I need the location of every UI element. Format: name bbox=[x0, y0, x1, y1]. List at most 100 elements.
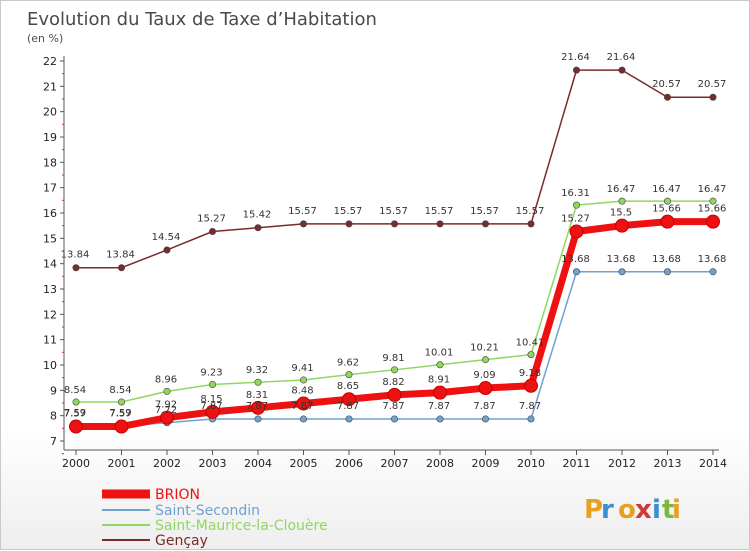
logo-letter: i bbox=[672, 495, 681, 525]
data-point bbox=[618, 268, 626, 276]
x-tick-label: 2014 bbox=[699, 457, 727, 470]
data-label: 10.21 bbox=[470, 343, 499, 354]
data-label: 9.62 bbox=[337, 358, 359, 369]
y-tick-label: 17 bbox=[43, 182, 57, 195]
data-point bbox=[69, 419, 83, 434]
data-point bbox=[663, 93, 671, 101]
y-tick-label: 15 bbox=[43, 232, 57, 245]
legend-label: Saint-Secondin bbox=[155, 503, 260, 519]
data-point bbox=[254, 415, 262, 423]
proxiti-logo: Pr o x i ti bbox=[584, 495, 681, 525]
data-point bbox=[205, 404, 220, 419]
data-label: 7.87 bbox=[382, 401, 404, 412]
data-label: 20.57 bbox=[698, 79, 727, 90]
y-tick-label: 19 bbox=[43, 131, 57, 144]
data-label: 8.96 bbox=[155, 374, 177, 385]
data-point bbox=[481, 220, 489, 228]
data-point bbox=[663, 268, 671, 276]
data-label: 13.68 bbox=[652, 254, 681, 265]
data-label: 9.32 bbox=[246, 365, 268, 376]
x-tick-label: 2010 bbox=[517, 457, 545, 470]
y-tick-label: 20 bbox=[43, 106, 57, 119]
data-label: 15.27 bbox=[561, 213, 590, 224]
x-tick-label: 2003 bbox=[199, 457, 227, 470]
data-point bbox=[209, 227, 217, 235]
y-tick-label: 9 bbox=[50, 384, 57, 397]
data-point bbox=[706, 214, 720, 229]
data-label: 15.27 bbox=[197, 213, 226, 224]
data-label: 9.41 bbox=[291, 363, 313, 374]
data-label: 15.57 bbox=[470, 206, 499, 217]
legend-label: Gençay bbox=[155, 533, 208, 549]
y-tick-label: 14 bbox=[43, 258, 57, 271]
data-point bbox=[72, 398, 80, 406]
data-label: 7.57 bbox=[64, 409, 86, 420]
data-point bbox=[524, 378, 538, 393]
data-label: 8.54 bbox=[109, 385, 131, 396]
y-tick-label: 12 bbox=[43, 308, 57, 321]
data-label: 9.81 bbox=[382, 353, 404, 364]
x-tick-label: 2007 bbox=[381, 457, 409, 470]
data-label: 14.54 bbox=[152, 232, 181, 243]
x-tick-label: 2002 bbox=[153, 457, 181, 470]
data-label: 7.59 bbox=[64, 408, 86, 419]
data-label: 7.87 bbox=[519, 401, 541, 412]
y-tick-label: 18 bbox=[43, 156, 57, 169]
data-point bbox=[615, 218, 629, 233]
data-label: 15.57 bbox=[379, 206, 408, 217]
x-tick-label: 2004 bbox=[244, 457, 272, 470]
series-layer bbox=[69, 66, 720, 434]
data-point bbox=[572, 268, 580, 276]
data-point bbox=[387, 387, 402, 402]
legend-label: Saint-Maurice-la-Clouère bbox=[155, 518, 328, 534]
data-label: 9.18 bbox=[519, 368, 541, 379]
data-label: 13.68 bbox=[698, 254, 727, 265]
x-tick-label: 2006 bbox=[335, 457, 363, 470]
data-point bbox=[345, 415, 353, 423]
data-point bbox=[299, 220, 307, 228]
data-point bbox=[481, 415, 489, 423]
y-tick-label: 7 bbox=[50, 435, 57, 448]
data-point bbox=[618, 197, 626, 205]
legend: BRIONSaint-SecondinSaint-Maurice-la-Clou… bbox=[102, 487, 328, 549]
y-tick-label: 16 bbox=[43, 207, 57, 220]
data-label: 13.84 bbox=[61, 250, 90, 261]
data-label: 15.57 bbox=[425, 206, 454, 217]
data-point bbox=[569, 224, 584, 239]
chart-subtitle: (en %) bbox=[27, 32, 63, 45]
data-label: 13.84 bbox=[106, 250, 135, 261]
data-label: 20.57 bbox=[652, 79, 681, 90]
data-point bbox=[299, 376, 307, 384]
data-point bbox=[163, 246, 171, 254]
data-label: 16.47 bbox=[607, 184, 636, 195]
data-label: 8.65 bbox=[337, 381, 359, 392]
data-label: 8.54 bbox=[64, 385, 86, 396]
x-tick-label: 2012 bbox=[608, 457, 636, 470]
data-label: 21.64 bbox=[607, 52, 636, 63]
chart-title: Evolution du Taux de Taxe d’Habitation bbox=[27, 9, 377, 30]
data-point bbox=[572, 201, 580, 209]
axes: 7 8 9 10 11 12 13 14 15 16 17 18 19 20 21 22 2000 2001 200… bbox=[43, 55, 727, 470]
data-label: 16.47 bbox=[698, 184, 727, 195]
y-tick-label: 10 bbox=[43, 359, 57, 372]
data-label: 15.5 bbox=[610, 208, 632, 219]
data-label: 13.68 bbox=[607, 254, 636, 265]
data-point bbox=[433, 385, 447, 400]
data-label: 7.87 bbox=[337, 401, 359, 412]
data-label: 7.87 bbox=[246, 401, 268, 412]
y-tick-label: 8 bbox=[50, 410, 57, 423]
data-point bbox=[390, 415, 398, 423]
data-label: 8.91 bbox=[428, 375, 450, 386]
data-point bbox=[390, 220, 398, 228]
data-label: 9.09 bbox=[473, 370, 495, 381]
data-label: 13.68 bbox=[561, 254, 590, 265]
series-saint-maurice-la-clou-re bbox=[72, 197, 717, 406]
data-point bbox=[478, 381, 493, 396]
logo-letter: i bbox=[652, 495, 661, 525]
data-point bbox=[527, 220, 535, 228]
data-label: 15.57 bbox=[288, 206, 317, 217]
x-tick-label: 2009 bbox=[472, 457, 500, 470]
data-label: 7.87 bbox=[428, 401, 450, 412]
y-tick-label: 21 bbox=[43, 80, 57, 93]
